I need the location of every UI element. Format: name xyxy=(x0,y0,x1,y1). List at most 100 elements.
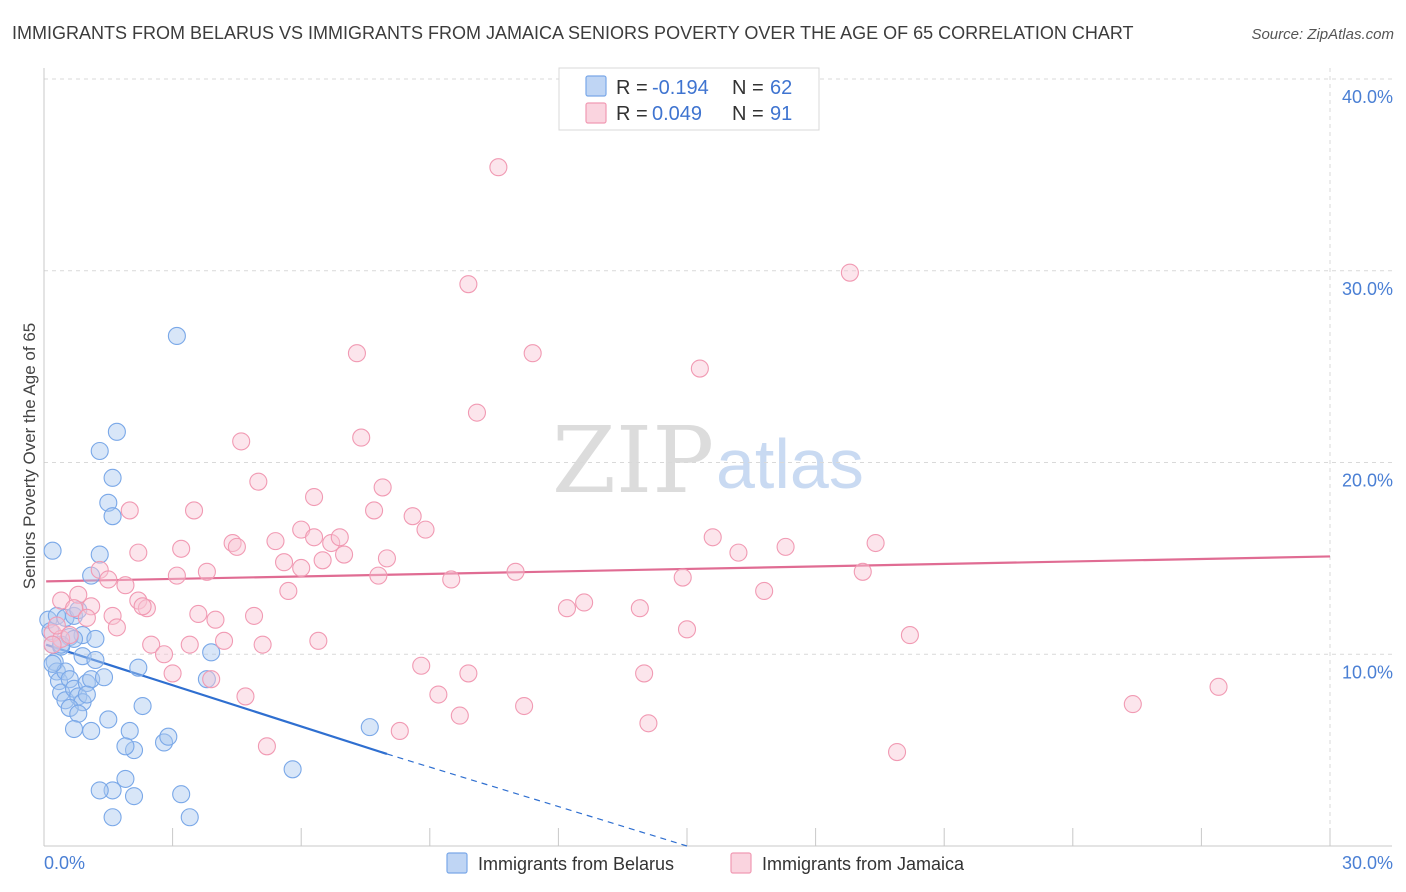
point-jamaica-88 xyxy=(47,616,66,635)
point-belarus-29 xyxy=(86,629,105,648)
point-jamaica-22 xyxy=(172,539,191,558)
point-jamaica-70 xyxy=(309,631,328,650)
point-jamaica-29 xyxy=(275,553,294,572)
point-jamaica-33 xyxy=(776,537,795,556)
point-jamaica-52 xyxy=(82,597,101,616)
legend-r-label-jamaica: R = xyxy=(616,103,648,125)
point-jamaica-15 xyxy=(403,507,422,526)
point-jamaica-5 xyxy=(690,359,709,378)
point-jamaica-60 xyxy=(630,599,649,618)
point-belarus-28 xyxy=(94,668,114,687)
point-jamaica-0 xyxy=(489,158,508,177)
point-jamaica-57 xyxy=(244,606,264,625)
point-belarus-41 xyxy=(116,737,135,756)
chart-source: Source: ZipAtlas.com xyxy=(1251,26,1394,43)
point-belarus-33 xyxy=(103,507,122,526)
legend-r-label-belarus: R = xyxy=(616,77,648,99)
point-jamaica-90 xyxy=(77,608,96,627)
point-jamaica-4 xyxy=(523,344,542,363)
point-belarus-40 xyxy=(124,741,144,760)
point-jamaica-2 xyxy=(840,263,859,282)
point-belarus-59 xyxy=(167,326,186,345)
point-belarus-53 xyxy=(90,781,109,800)
point-jamaica-27 xyxy=(377,549,396,568)
point-jamaica-41 xyxy=(442,570,461,589)
y-tick-label-2: 30.0% xyxy=(1342,279,1393,299)
point-jamaica-58 xyxy=(557,599,577,618)
point-jamaica-21 xyxy=(227,537,246,556)
point-jamaica-42 xyxy=(506,562,525,581)
point-jamaica-66 xyxy=(154,645,174,664)
point-jamaica-89 xyxy=(60,626,79,645)
point-jamaica-46 xyxy=(279,581,298,601)
point-jamaica-11 xyxy=(305,487,324,507)
point-jamaica-84 xyxy=(257,737,276,756)
point-belarus-48 xyxy=(82,721,101,741)
trend-extension-belarus xyxy=(386,753,688,847)
point-jamaica-59 xyxy=(575,593,594,612)
legend-n-value-belarus: 62 xyxy=(770,77,792,99)
point-jamaica-76 xyxy=(459,664,478,683)
point-jamaica-49 xyxy=(69,585,88,604)
point-belarus-52 xyxy=(103,781,122,800)
point-jamaica-18 xyxy=(305,528,324,547)
point-belarus-43 xyxy=(159,727,178,746)
point-belarus-49 xyxy=(77,685,96,704)
point-belarus-39 xyxy=(120,721,139,741)
point-belarus-36 xyxy=(107,422,126,441)
point-jamaica-35 xyxy=(116,576,135,595)
point-jamaica-71 xyxy=(677,620,697,639)
point-belarus-45 xyxy=(202,643,221,662)
point-belarus-31 xyxy=(90,545,109,564)
point-jamaica-56 xyxy=(206,610,225,629)
point-belarus-58 xyxy=(360,718,379,737)
y-tick-label-1: 20.0% xyxy=(1342,471,1393,491)
point-jamaica-87 xyxy=(1209,677,1228,696)
chart-title: IMMIGRANTS FROM BELARUS VS IMMIGRANTS FR… xyxy=(12,23,1134,43)
point-belarus-47 xyxy=(64,719,84,739)
bottom-legend-swatch-jamaica xyxy=(730,852,752,874)
legend-r-value-jamaica: 0.049 xyxy=(652,103,702,125)
point-jamaica-68 xyxy=(214,631,234,650)
point-jamaica-65 xyxy=(142,635,161,654)
point-jamaica-55 xyxy=(189,604,208,624)
point-jamaica-9 xyxy=(249,472,268,491)
point-jamaica-7 xyxy=(232,432,251,451)
point-jamaica-77 xyxy=(635,664,654,683)
point-belarus-38 xyxy=(133,696,152,716)
point-jamaica-67 xyxy=(180,635,199,654)
point-jamaica-43 xyxy=(673,568,692,587)
point-jamaica-53 xyxy=(103,606,122,625)
watermark: ZIP atlas xyxy=(552,407,864,514)
bottom-legend-label-belarus: Immigrants from Belarus xyxy=(478,854,674,874)
y-tick-label-0: 10.0% xyxy=(1342,662,1393,682)
point-belarus-50 xyxy=(116,769,135,788)
y-tick-labels: 10.0% 20.0% 30.0% 40.0% xyxy=(1342,87,1393,682)
point-belarus-18 xyxy=(60,670,79,689)
point-belarus-56 xyxy=(180,808,199,827)
point-jamaica-44 xyxy=(755,581,774,601)
point-belarus-54 xyxy=(103,808,122,827)
y-tick-label-3: 40.0% xyxy=(1342,87,1393,107)
point-jamaica-6 xyxy=(467,403,487,422)
point-jamaica-82 xyxy=(390,721,409,741)
legend-r-value-belarus: -0.194 xyxy=(652,77,709,99)
point-jamaica-69 xyxy=(253,635,272,654)
point-jamaica-25 xyxy=(330,528,349,547)
point-jamaica-86 xyxy=(1123,695,1142,714)
point-belarus-60 xyxy=(43,654,62,673)
point-jamaica-8 xyxy=(352,428,371,447)
point-jamaica-30 xyxy=(292,558,311,578)
point-jamaica-40 xyxy=(369,566,388,585)
point-belarus-37 xyxy=(129,658,148,677)
y-axis-label: Seniors Poverty Over the Age of 65 xyxy=(20,323,39,589)
watermark-zip: ZIP xyxy=(552,407,714,514)
point-belarus-32 xyxy=(99,493,118,512)
point-jamaica-12 xyxy=(120,501,139,520)
top-legend: R = -0.194 N = 62 R = 0.049 N = 91 xyxy=(558,67,820,131)
point-jamaica-32 xyxy=(729,543,748,562)
point-jamaica-78 xyxy=(236,687,255,706)
data-points xyxy=(39,158,1228,827)
point-belarus-44 xyxy=(197,670,216,689)
